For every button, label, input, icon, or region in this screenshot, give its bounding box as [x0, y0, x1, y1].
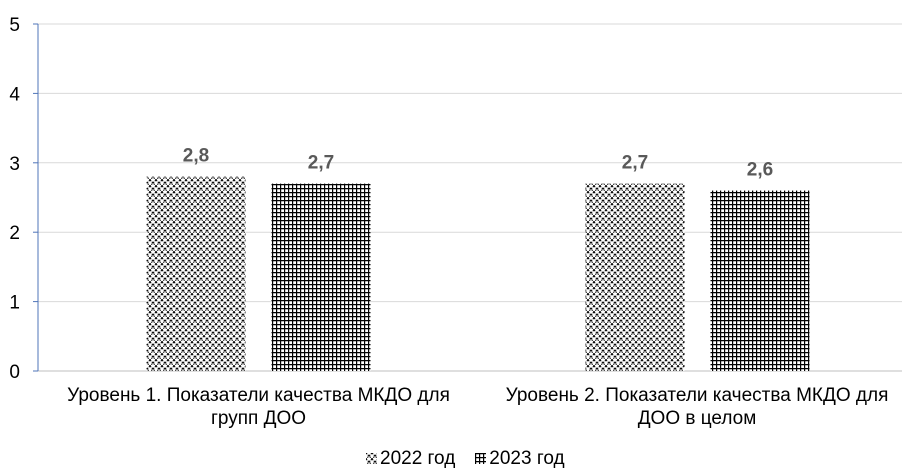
data-label: 2,7 — [308, 153, 334, 174]
data-label: 2,6 — [747, 160, 773, 181]
data-label: 2,8 — [183, 146, 209, 167]
y-tick-label: 1 — [9, 293, 20, 314]
bar-series-2-category-1 — [271, 183, 371, 371]
bar-series-2-category-2 — [710, 190, 810, 371]
x-category-label: Уровень 1. Показатели качества МКДО для … — [67, 385, 450, 429]
legend-swatch-fill — [366, 453, 377, 464]
bar-series-1-category-1 — [146, 176, 246, 371]
bar-series-1-category-2 — [585, 183, 685, 371]
legend-item-series-2: 2023 год — [475, 448, 565, 469]
legend-swatch-fill — [475, 453, 487, 464]
legend-label: 2022 год — [380, 448, 456, 469]
legend-label: 2023 год — [489, 448, 565, 469]
y-tick-label: 4 — [9, 84, 20, 105]
legend: 2022 год 2023 год — [366, 449, 565, 468]
x-category-label: Уровень 2. Показатели качества МКДО для … — [505, 385, 889, 429]
y-tick-label: 5 — [9, 15, 20, 36]
legend-swatch-pattern-icon — [366, 453, 377, 464]
data-label: 2,7 — [622, 153, 648, 174]
y-tick-label: 0 — [9, 362, 20, 383]
legend-item-series-1: 2022 год — [366, 449, 455, 468]
legend-swatch-pattern-icon — [475, 453, 487, 464]
y-tick-label: 2 — [9, 223, 20, 244]
y-tick-label: 3 — [9, 154, 20, 175]
